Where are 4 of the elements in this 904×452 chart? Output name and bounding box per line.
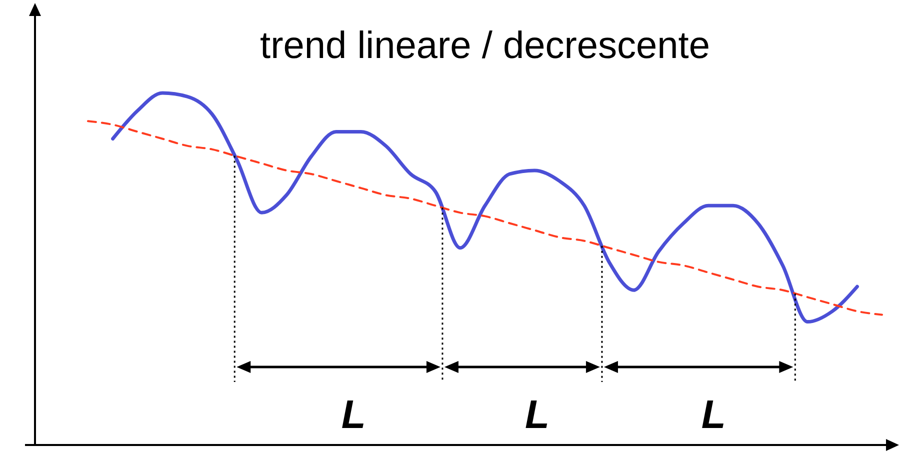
chart-title: trend lineare / decrescente <box>260 25 710 67</box>
annotation: L <box>341 393 366 437</box>
annotation: L <box>525 393 550 437</box>
annotation: L <box>701 393 726 437</box>
